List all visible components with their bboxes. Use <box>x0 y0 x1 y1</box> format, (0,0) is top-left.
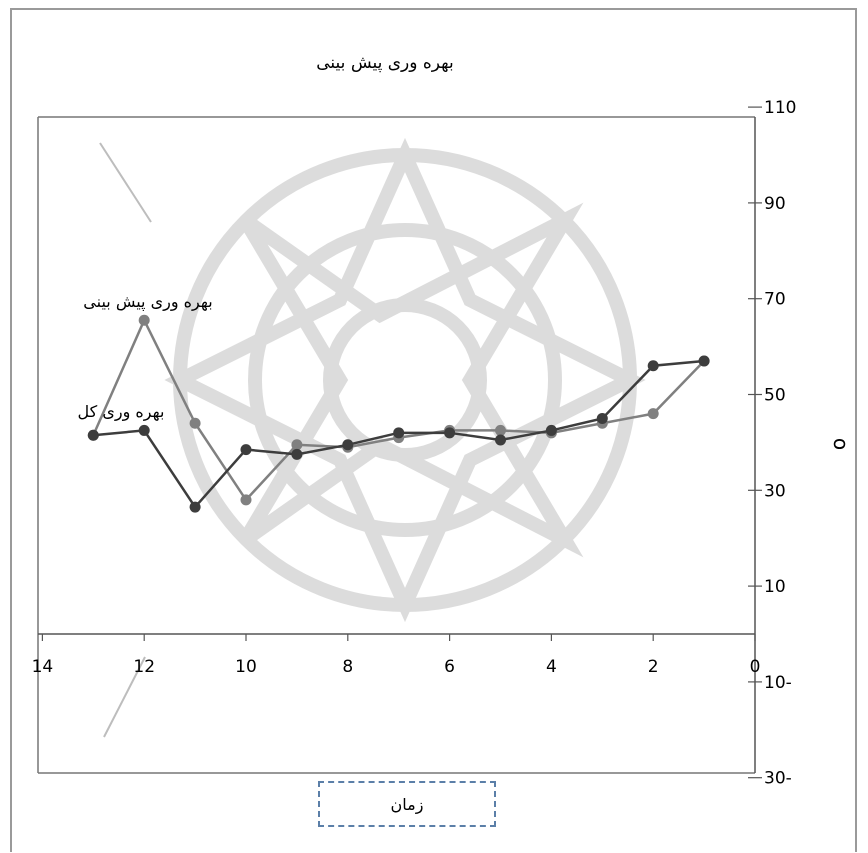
series-2-point <box>393 427 405 439</box>
y-tick-label: 30 <box>764 481 786 501</box>
series-1-point <box>647 408 659 420</box>
x-axis-ticks: 0 2 4 6 8 10 12 14 <box>32 634 761 677</box>
series-2-point <box>138 424 150 436</box>
watermark-logo <box>164 137 646 623</box>
series-2-point <box>698 355 710 367</box>
series-1-point <box>291 439 303 451</box>
x-tick-label: 6 <box>444 657 455 677</box>
x-tick-label: 0 <box>750 657 761 677</box>
series-2-point <box>240 444 252 456</box>
y-axis-label: o <box>826 438 850 450</box>
series-1-point <box>495 424 506 436</box>
y-tick-label: 10- <box>764 673 792 693</box>
series-2-point <box>189 501 201 513</box>
annotation-forecast: بهره وری پیش بینی <box>83 292 212 312</box>
x-tick-label: 4 <box>546 657 557 677</box>
decorative-strokes <box>99 142 152 738</box>
series-2-point <box>444 427 456 439</box>
series-1-point <box>189 417 201 429</box>
series-1-point <box>138 314 150 326</box>
series-2-point <box>596 412 608 424</box>
chart-title: بهره وری پیش بینی <box>316 53 454 73</box>
series-2-point <box>647 360 659 372</box>
y-tick-label: 30- <box>764 769 792 789</box>
x-tick-label: 12 <box>133 657 155 677</box>
y-tick-label: 50 <box>764 386 786 406</box>
series-2-point <box>87 429 99 441</box>
y-tick-label: 110 <box>764 98 796 118</box>
y-axis-ticks: 110 90 70 50 30 10 10- 30- <box>748 98 796 789</box>
x-axis-label: زمان <box>318 781 496 827</box>
series-2-point <box>495 434 506 446</box>
series-layer <box>87 314 710 513</box>
series-1-point <box>240 494 252 506</box>
y-tick-label: 70 <box>764 290 786 310</box>
x-tick-label: 2 <box>648 657 659 677</box>
x-tick-label: 10 <box>235 657 257 677</box>
series-2-point <box>342 439 354 451</box>
x-tick-label: 8 <box>342 657 353 677</box>
chart-frame <box>10 8 857 852</box>
y-tick-label: 10 <box>764 577 786 597</box>
x-tick-label: 14 <box>32 657 54 677</box>
series-2-point <box>545 424 557 436</box>
series-2-point <box>291 448 303 460</box>
y-tick-label: 90 <box>764 194 786 214</box>
annotation-total: بهره وری کل <box>78 402 165 422</box>
